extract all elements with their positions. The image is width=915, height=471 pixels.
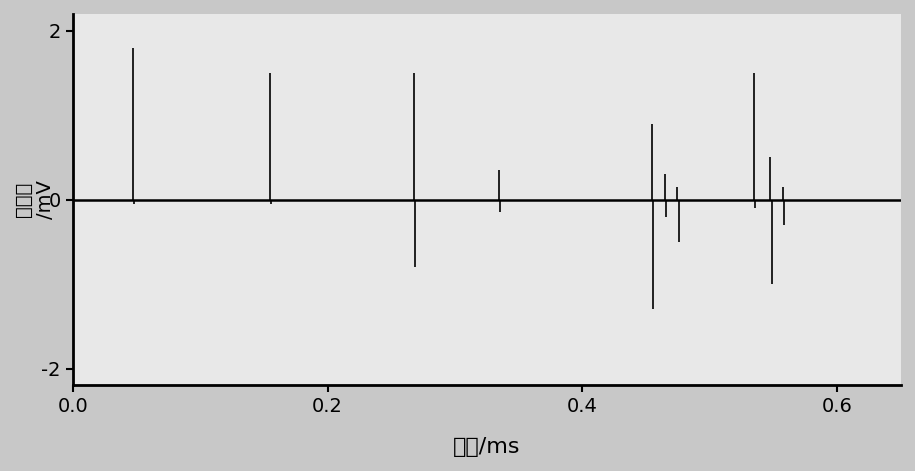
Y-axis label: 弦幅値
/mV: 弦幅値 /mV — [14, 180, 55, 219]
X-axis label: 时间/ms: 时间/ms — [453, 437, 521, 457]
